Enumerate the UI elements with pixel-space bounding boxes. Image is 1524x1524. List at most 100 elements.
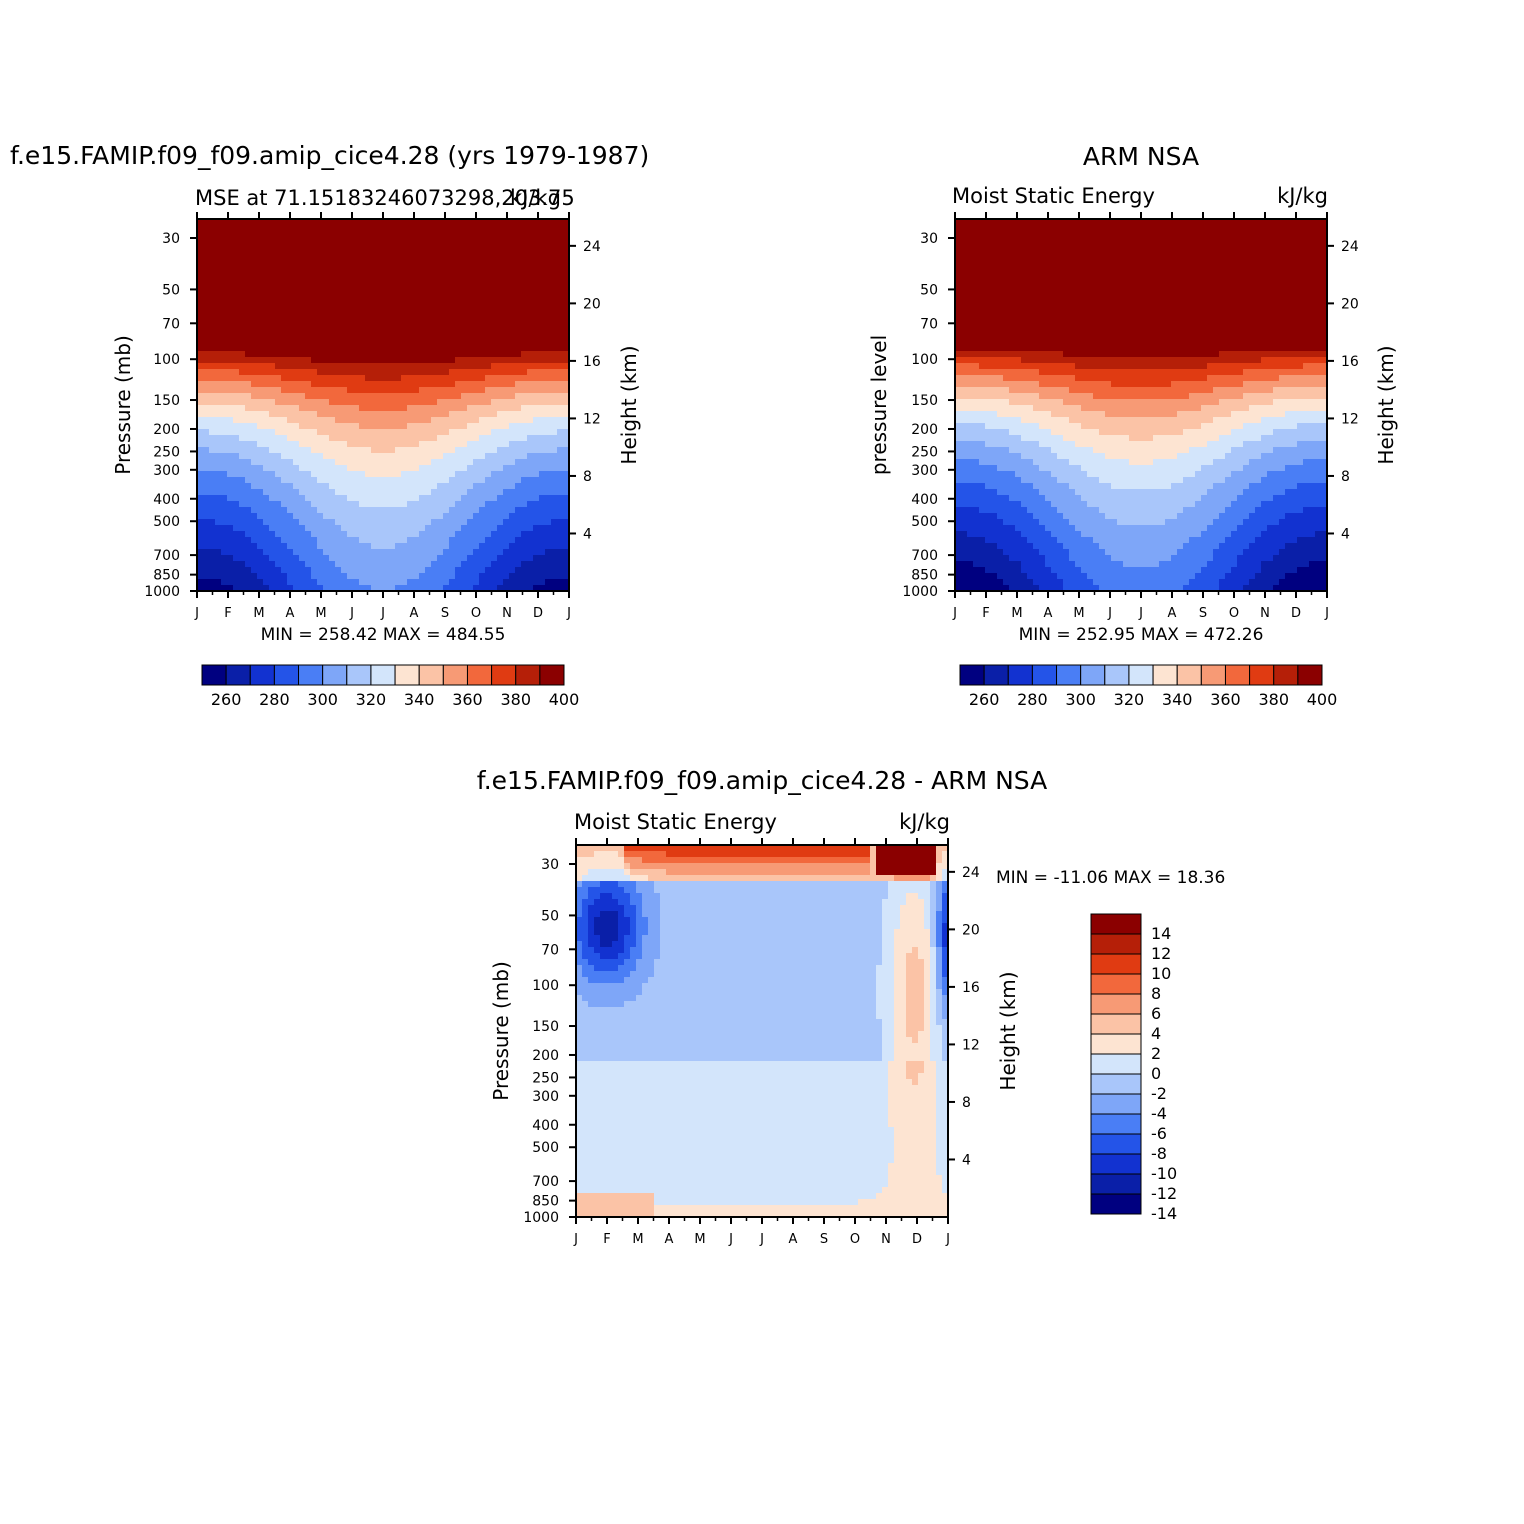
panel-a-cell [299,279,306,286]
panel-a-cell [281,219,288,226]
panel-a-cell [539,345,546,352]
panel-b-cell [1021,489,1028,496]
panel-a-cell [221,243,228,250]
panel-a-cell [239,585,246,591]
panel-a-cell [515,537,522,544]
panel-a-cell [329,399,336,406]
panel-a-cell [527,255,534,262]
panel-a-cell [263,507,270,514]
panel-a-cell [413,573,420,580]
panel-b-cell [1039,279,1046,286]
panel-b-cell [985,363,992,370]
panel-a-cell [545,567,552,574]
panel-a-cell [545,309,552,316]
panel-a-cell [485,279,492,286]
panel-a-cell [359,327,366,334]
panel-a-cell [485,513,492,520]
panel-a-cell [293,453,300,460]
panel-b-cell [1003,555,1010,562]
panel-a-cell [443,387,450,394]
panel-a-cell [491,483,498,490]
panel-a-cell [437,351,444,358]
panel-b-cell [991,501,998,508]
panel-a-cell [491,459,498,466]
panel-a-cell [419,327,426,334]
panel-a-cell [419,561,426,568]
panel-a-cell [491,543,498,550]
panel-a-cell [353,531,360,538]
panel-a-cell [563,531,569,538]
panel-a-cell [395,291,402,298]
panel-b-cell [1027,237,1034,244]
panel-a-cell [389,327,396,334]
panel-a-cell [377,219,384,226]
panel-a-cell [209,381,216,388]
panel-a-cell [239,285,246,292]
panel-a-cell [311,381,318,388]
panel-a-cell [485,411,492,418]
panel-a-cell [563,483,569,490]
panel-b-cell [1021,531,1028,538]
panel-b-cell [991,339,998,346]
panel-a-cell [563,279,569,286]
panel-a-cell [203,447,210,454]
panel-a-cell [293,387,300,394]
panel-a-cell [239,441,246,448]
panel-b-cell [1033,459,1040,466]
panel-a-cell [209,471,216,478]
panel-b-cell [1033,495,1040,502]
panel-a-cell [545,345,552,352]
panel-b-cell [1045,219,1052,226]
panel-a-cell [239,279,246,286]
panel-b-cell [961,291,968,298]
panel-a-cell [365,459,372,466]
panel-a-cell [509,411,516,418]
panel-a-cell [281,339,288,346]
panel-a-cell [317,381,324,388]
panel-a-cell [413,399,420,406]
panel-a-cell [275,429,282,436]
panel-a-cell [497,351,504,358]
panel-a-cell [461,393,468,400]
panel-b-cell [1051,261,1058,268]
panel-a-cell [425,381,432,388]
panel-b-cell [961,309,968,316]
panel-a-cell [443,219,450,226]
panel-a-cell [215,459,222,466]
panel-a-cell [275,387,282,394]
panel-a-cell [479,579,486,586]
panel-b-cell [985,429,992,436]
panel-b-cell [997,309,1004,316]
panel-a-cell [197,459,204,466]
panel-a-cell [353,321,360,328]
panel-a-cell [527,303,534,310]
panel-a-cell [365,291,372,298]
panel-a-cell [281,345,288,352]
panel-a-cell [413,231,420,238]
panel-a-cell [533,483,540,490]
panel-a-cell [311,477,318,484]
panel-a-cell [503,543,510,550]
panel-a-cell [353,507,360,514]
panel-a-cell [383,525,390,532]
panel-a-cell [419,399,426,406]
panel-a-cell [299,399,306,406]
panel-a-cell [383,561,390,568]
panel-b-cell [1045,447,1052,454]
panel-a-cell [557,519,564,526]
panel-a-cell [389,513,396,520]
panel-a-cell [335,477,342,484]
panel-a-cell [221,579,228,586]
panel-a-cell [479,585,486,591]
panel-b-cell [961,321,968,328]
panel-a-cell [515,261,522,268]
panel-a-cell [425,303,432,310]
panel-a-cell [251,273,258,280]
panel-a-cell [371,447,378,454]
panel-a-cell [305,387,312,394]
panel-b-cell [961,465,968,472]
panel-a-cell [341,369,348,376]
panel-a-cell [533,405,540,412]
panel-a-cell [365,411,372,418]
